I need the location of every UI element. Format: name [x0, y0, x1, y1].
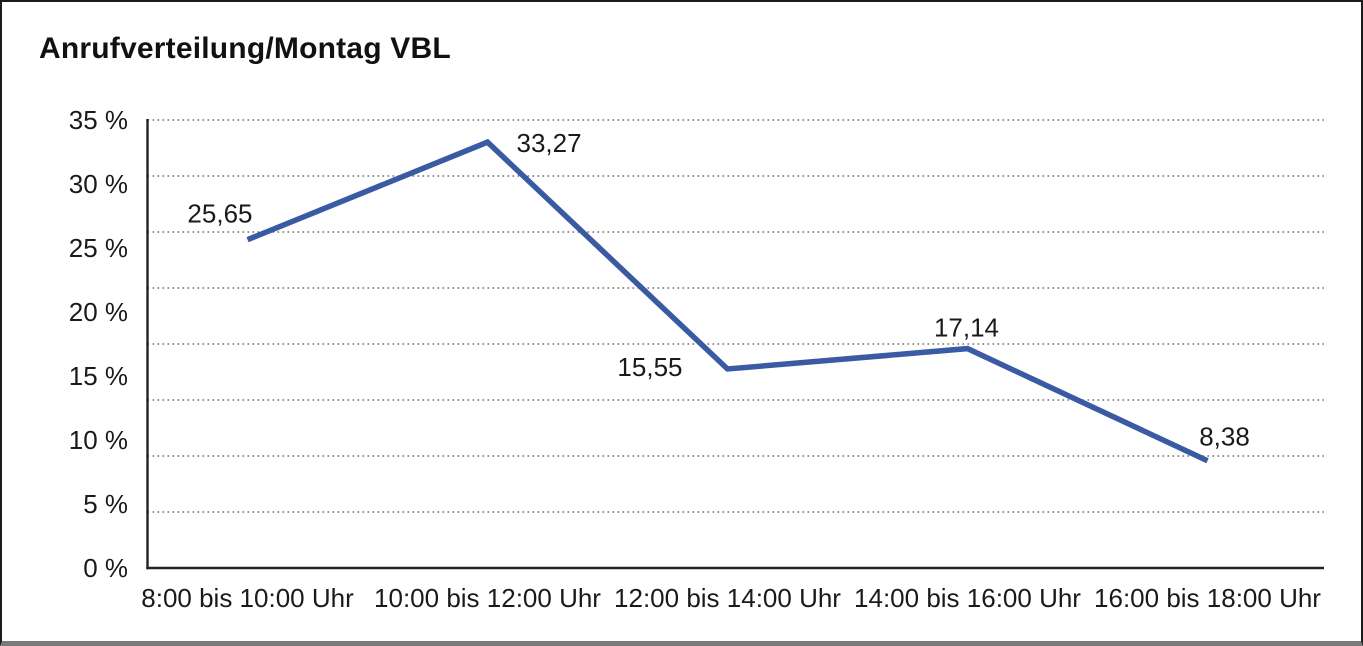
- y-tick-label: 35 %: [69, 105, 128, 135]
- y-tick-label: 10 %: [69, 425, 128, 455]
- y-tick-label: 5 %: [83, 489, 128, 519]
- data-point-label: 15,55: [617, 352, 682, 382]
- y-tick-label: 15 %: [69, 361, 128, 391]
- y-tick-label: 25 %: [69, 233, 128, 263]
- x-tick-label: 8:00 bis 10:00 Uhr: [141, 583, 354, 613]
- data-point-label: 17,14: [934, 313, 999, 343]
- y-tick-label: 30 %: [69, 169, 128, 199]
- series-line: [246, 138, 1209, 464]
- y-tick-label: 20 %: [69, 297, 128, 327]
- x-tick-label: 14:00 bis 16:00 Uhr: [854, 583, 1081, 613]
- chart-title: Anrufverteilung/Montag VBL: [39, 32, 451, 65]
- y-tick-label: 0 %: [83, 553, 128, 583]
- data-point-label: 25,65: [187, 199, 252, 229]
- data-point-label: 8,38: [1199, 422, 1250, 452]
- x-tick-label: 10:00 bis 12:00 Uhr: [374, 583, 601, 613]
- x-tick-label: 12:00 bis 14:00 Uhr: [614, 583, 841, 613]
- x-tick-label: 16:00 bis 18:00 Uhr: [1094, 583, 1321, 613]
- data-point-label: 33,27: [517, 128, 582, 158]
